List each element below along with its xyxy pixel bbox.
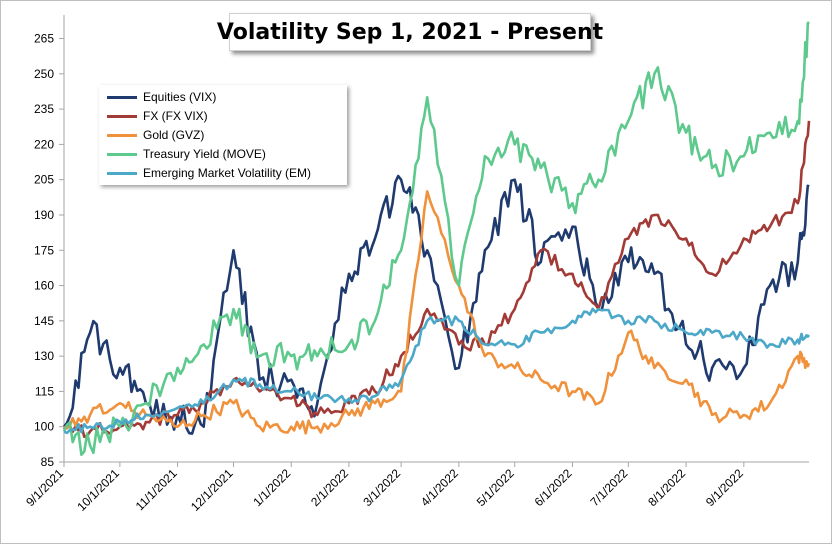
series-line-gold [63,190,811,435]
series-line-treasury [62,21,810,456]
series-lines [62,21,811,456]
x-tick-label: 11/1/2021 [133,466,180,513]
legend-item-fx: FX (FX VIX) [107,107,208,125]
x-tick-label: 2/1/2022 [308,466,351,509]
series-line-fx [62,120,811,439]
legend-item-treasury: Treasury Yield (MOVE) [107,145,266,163]
legend-swatch-treasury [107,152,137,156]
legend-swatch-equities [107,95,137,99]
y-tick-label: 205 [34,173,54,187]
y-tick-label: 115 [35,384,54,398]
legend: Equities (VIX) FX (FX VIX) Gold (GVZ) Tr… [99,85,347,185]
y-tick-label: 130 [34,349,54,363]
y-tick-label: 100 [34,420,54,434]
y-tick-label: 190 [34,208,54,222]
series-line-equities [62,174,810,435]
x-tick-label: 9/1/2022 [703,466,746,509]
legend-label-fx: FX (FX VIX) [143,109,208,123]
x-tick-label: 1/1/2022 [250,466,293,509]
y-tick-label: 145 [34,314,54,328]
y-tick-label: 220 [34,137,54,151]
x-tick-label: 3/1/2022 [360,466,403,509]
x-tick-label: 12/1/2021 [188,466,236,514]
legend-item-gold: Gold (GVZ) [107,126,204,144]
legend-label-gold: Gold (GVZ) [143,128,205,142]
y-tick-label: 175 [34,243,54,257]
legend-item-equities: Equities (VIX) [107,88,216,106]
y-tick-label: 160 [34,279,54,293]
x-tick-label: 8/1/2022 [645,466,688,509]
x-tick-label: 5/1/2022 [474,466,517,509]
legend-label-treasury: Treasury Yield (MOVE) [143,147,266,161]
x-tick-label: 10/1/2021 [74,466,122,514]
y-tick-label: 250 [34,67,54,81]
legend-swatch-gold [107,133,137,137]
legend-label-em: Emerging Market Volatility (EM) [143,166,312,180]
legend-label-equities: Equities (VIX) [143,90,217,104]
x-tick-label: 4/1/2022 [418,466,461,509]
legend-swatch-fx [107,114,137,118]
series-line-em [63,307,811,435]
legend-swatch-em [107,171,137,175]
legend-item-em: Emerging Market Volatility (EM) [107,164,311,182]
x-tick-label: 7/1/2022 [588,466,631,509]
chart-title: Volatility Sep 1, 2021 - Present [217,13,603,51]
x-tick-label: 9/1/2021 [23,466,66,509]
y-tick-label: 85 [41,455,55,469]
y-tick-label: 235 [34,102,54,116]
x-tick-label: 6/1/2022 [532,466,575,509]
y-tick-label: 265 [34,32,54,46]
